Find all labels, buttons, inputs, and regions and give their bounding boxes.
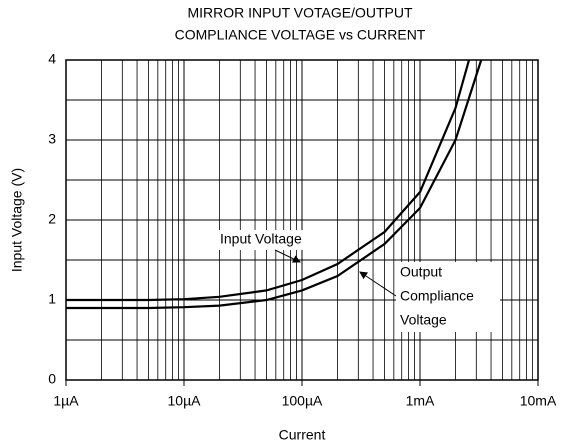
annotation-bg — [396, 262, 500, 332]
annotation: Compliance — [400, 288, 474, 304]
x-tick-label: 1mA — [406, 393, 435, 409]
annotation-bg — [216, 230, 328, 250]
x-axis-label: Current — [279, 427, 326, 443]
annotation: Input Voltage — [220, 231, 302, 247]
x-tick-label: 100µA — [282, 393, 323, 409]
y-tick-label: 3 — [48, 131, 56, 147]
annotation: Output — [400, 264, 442, 280]
series-line — [66, 59, 471, 302]
x-tick-label: 1µA — [53, 393, 79, 409]
y-tick-label: 4 — [48, 51, 56, 67]
y-tick-label: 1 — [48, 291, 56, 307]
annotation-arrow — [359, 271, 397, 297]
annotation-arrow — [274, 249, 301, 263]
chart-title: COMPLIANCE VOLTAGE vs CURRENT — [175, 27, 426, 43]
annotation: Voltage — [400, 312, 447, 328]
x-tick-label: 10mA — [520, 393, 557, 409]
y-axis-label: Input Voltage (V) — [9, 168, 25, 272]
plot-frame — [65, 59, 539, 381]
series-line — [66, 59, 483, 310]
y-tick-label: 2 — [48, 211, 56, 227]
y-tick-label: 0 — [48, 371, 56, 387]
x-tick-label: 10µA — [168, 393, 202, 409]
chart-title: MIRROR INPUT VOTAGE/OUTPUT — [187, 5, 412, 21]
